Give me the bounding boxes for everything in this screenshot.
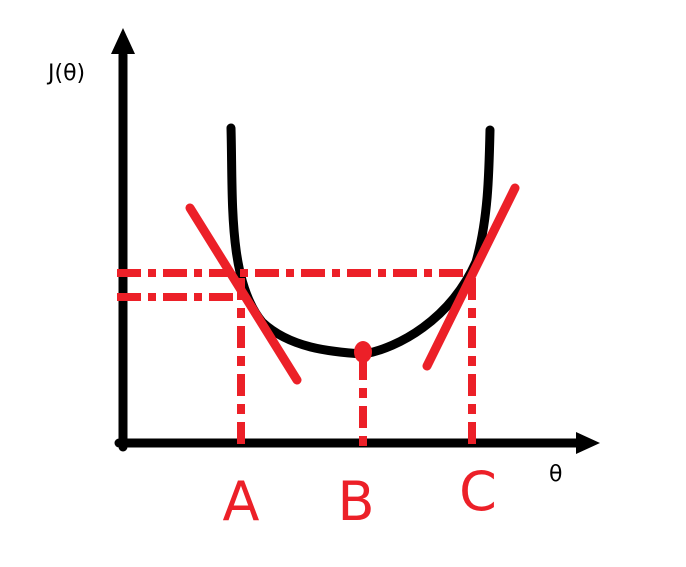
y-axis-arrowhead	[111, 28, 135, 54]
point-label-c: C	[459, 460, 497, 523]
axes	[111, 28, 600, 454]
y-axis-label: J(θ)	[46, 61, 85, 86]
point-label-a: A	[223, 470, 260, 533]
x-axis-arrowhead	[576, 432, 600, 454]
minimum-point-b	[354, 341, 372, 363]
x-axis-label: θ	[549, 462, 562, 487]
point-label-b: B	[337, 470, 374, 533]
annotations	[117, 183, 520, 448]
tangent-line-c	[422, 183, 520, 371]
